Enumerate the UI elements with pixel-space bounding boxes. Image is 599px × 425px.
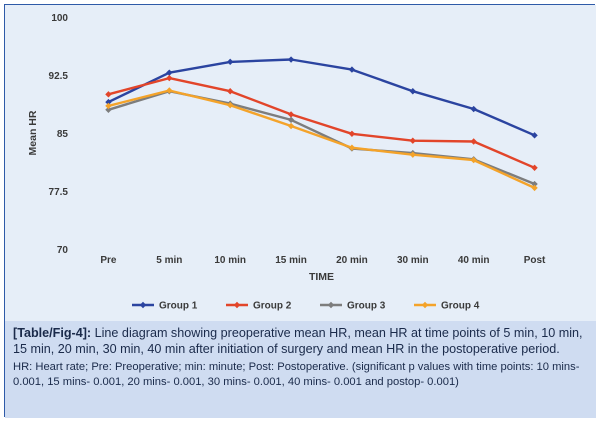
- legend-marker: [327, 301, 335, 309]
- data-point: [287, 116, 295, 124]
- x-tick-label: 15 min: [275, 255, 307, 266]
- y-tick-label: 77.5: [49, 187, 69, 198]
- x-tick-label: 40 min: [458, 255, 490, 266]
- figure-caption: [Table/Fig-4]: Line diagram showing preo…: [5, 321, 596, 418]
- data-point: [348, 130, 356, 137]
- data-point: [409, 88, 417, 95]
- data-point: [470, 156, 477, 164]
- legend-marker: [139, 301, 147, 309]
- line-chart: 100 92.5 85 77.5 70 Pre 5 min 10 min 15 min 20 mi…: [27, 13, 546, 312]
- data-point: [348, 66, 356, 73]
- data-point: [226, 88, 234, 95]
- y-tick-label: 100: [51, 13, 68, 24]
- data-point: [105, 91, 112, 98]
- x-tick-label: 10 min: [214, 255, 246, 266]
- x-tick-label: 5 min: [156, 255, 182, 266]
- data-point: [226, 101, 234, 109]
- caption-title: [Table/Fig-4]: Line diagram showing preo…: [13, 326, 588, 357]
- series-line-2: [107, 76, 536, 170]
- legend-label: Group 2: [253, 301, 292, 312]
- y-axis-title: Mean HR: [27, 110, 39, 155]
- figure: 100 92.5 85 77.5 70 Pre 5 min 10 min 15 min 20 mi…: [4, 4, 596, 418]
- x-axis-title: TIME: [309, 271, 334, 283]
- y-tick-label: 92.5: [49, 71, 69, 82]
- data-point: [226, 58, 234, 66]
- data-point: [166, 87, 173, 94]
- x-tick-label: Pre: [100, 255, 117, 266]
- data-point: [531, 184, 538, 192]
- data-point: [166, 69, 173, 76]
- series-line-4: [107, 89, 536, 190]
- data-point: [531, 180, 538, 188]
- caption-title-text: Line diagram showing preoperative mean H…: [13, 326, 583, 356]
- series-line-1: [107, 58, 536, 137]
- data-point: [105, 102, 112, 110]
- x-tick-label: 20 min: [336, 255, 368, 266]
- legend-label: Group 3: [347, 301, 386, 312]
- x-tick-label: Post: [524, 255, 546, 266]
- data-point: [287, 122, 295, 130]
- data-point: [409, 137, 417, 144]
- x-tick-label: 30 min: [397, 255, 429, 266]
- legend-label: Group 4: [441, 301, 480, 312]
- data-point: [531, 164, 538, 171]
- data-point: [287, 111, 295, 118]
- data-point: [348, 144, 356, 151]
- caption-label: [Table/Fig-4]:: [13, 326, 92, 340]
- y-tick-label: 70: [57, 245, 69, 256]
- data-point: [105, 106, 112, 113]
- y-tick-label: 85: [57, 129, 69, 140]
- legend-marker: [233, 301, 241, 309]
- chart-area: 100 92.5 85 77.5 70 Pre 5 min 10 min 15 min 20 mi…: [5, 5, 596, 321]
- data-point: [287, 56, 295, 63]
- data-point: [105, 98, 112, 106]
- data-point: [166, 74, 173, 82]
- legend-marker: [421, 301, 429, 309]
- data-point: [531, 132, 538, 139]
- legend-label: Group 1: [159, 301, 198, 312]
- data-point: [470, 105, 477, 113]
- caption-note: HR: Heart rate; Pre: Preoperative; min: …: [13, 361, 580, 388]
- data-point: [409, 151, 417, 158]
- data-point: [470, 138, 477, 145]
